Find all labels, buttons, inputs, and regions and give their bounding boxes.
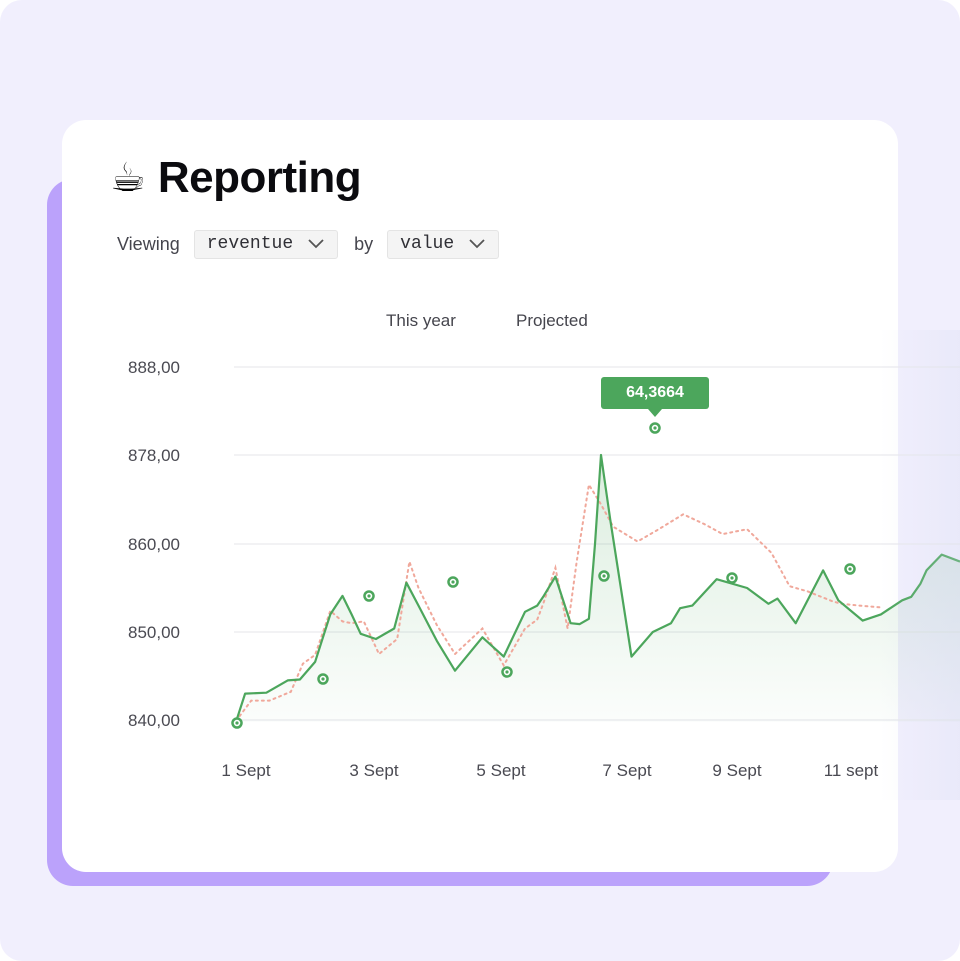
data-point-dot [321, 677, 325, 681]
data-point-dot [367, 594, 371, 598]
chart-legend: This year Projected [0, 311, 960, 333]
group-select[interactable]: value [387, 229, 500, 259]
data-point-dot [505, 670, 509, 674]
y-tick-label: 888,00 [128, 358, 180, 377]
legend-projected[interactable]: Projected [516, 311, 588, 330]
coffee-icon: ☕ [110, 156, 146, 200]
data-point-dot [602, 574, 606, 578]
x-tick-label: 11 sept [824, 761, 879, 780]
metric-select[interactable]: reventue [193, 229, 339, 259]
value-tooltip: 64,3664 [601, 377, 709, 417]
header: ☕ Reporting [110, 150, 362, 206]
chevron-down-icon [469, 239, 485, 249]
by-label: by [354, 233, 374, 254]
page-title: Reporting [157, 153, 362, 202]
x-tick-label: 7 Sept [602, 761, 651, 780]
y-tick-label: 878,00 [128, 446, 180, 465]
x-tick-label: 9 Sept [712, 761, 761, 780]
x-tick-label: 5 Sept [476, 761, 525, 780]
y-tick-label: 860,00 [128, 535, 180, 554]
y-tick-label: 850,00 [128, 623, 180, 642]
metric-select-value: reventue [206, 234, 294, 254]
x-tick-label: 1 Sept [221, 761, 270, 780]
data-point-dot [235, 721, 239, 725]
this-year-line [234, 453, 960, 723]
data-point-dot [451, 580, 455, 584]
data-point-dot [653, 426, 657, 430]
chevron-down-icon [308, 239, 324, 249]
x-tick-label: 3 Sept [349, 761, 398, 780]
projected-line [235, 481, 882, 722]
group-select-value: value [400, 234, 455, 254]
legend-this-year[interactable]: This year [386, 311, 456, 330]
data-point-dot [848, 567, 852, 571]
this-year-area [236, 455, 960, 722]
data-point-dot [730, 576, 734, 580]
y-tick-label: 840,00 [128, 711, 180, 730]
viewing-label: Viewing [117, 233, 180, 254]
filter-row: Viewing reventue by value [117, 229, 500, 259]
